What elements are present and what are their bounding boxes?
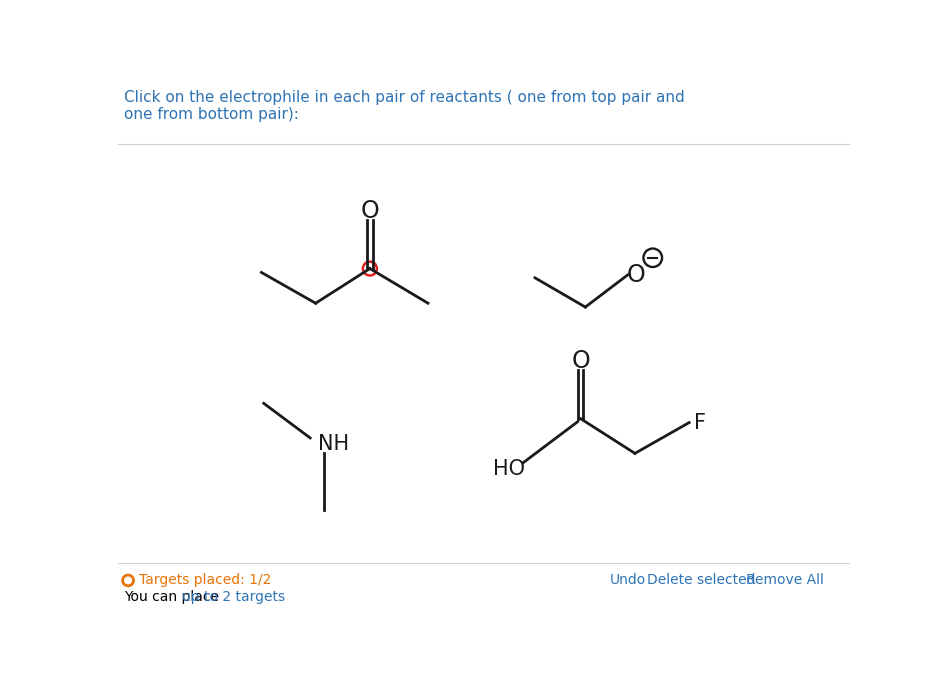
Text: Click on the electrophile in each pair of reactants ( one from top pair and
one : Click on the electrophile in each pair o… bbox=[125, 90, 685, 122]
Text: Undo: Undo bbox=[609, 574, 646, 588]
Text: up to 2 targets: up to 2 targets bbox=[181, 591, 285, 604]
Text: Targets placed: 1/2: Targets placed: 1/2 bbox=[139, 574, 271, 588]
Text: NH: NH bbox=[318, 434, 349, 454]
Text: F: F bbox=[694, 413, 706, 433]
Text: HO: HO bbox=[494, 459, 526, 479]
Text: You can place: You can place bbox=[125, 591, 224, 604]
Text: O: O bbox=[626, 262, 645, 287]
Text: O: O bbox=[571, 349, 590, 373]
Text: Delete selected: Delete selected bbox=[648, 574, 756, 588]
Text: Remove All: Remove All bbox=[746, 574, 823, 588]
Text: O: O bbox=[361, 199, 379, 223]
